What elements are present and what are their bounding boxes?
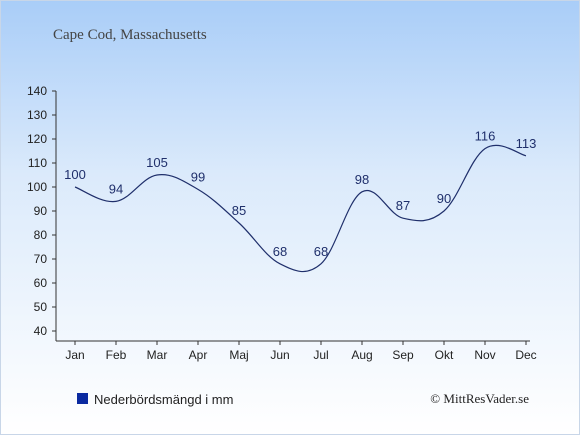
x-tick-label: Dec bbox=[515, 348, 536, 362]
data-label: 90 bbox=[437, 191, 451, 206]
legend-label: Nederbördsmängd i mm bbox=[94, 392, 233, 407]
data-label: 113 bbox=[516, 136, 537, 151]
y-tick-label: 140 bbox=[27, 84, 47, 98]
y-tick-label: 50 bbox=[34, 300, 48, 314]
x-axis: Jan Feb Mar Apr Maj Jun Jul Aug Sep Okt Nov Dec bbox=[56, 340, 537, 362]
x-tick-label: Maj bbox=[229, 348, 248, 362]
y-tick-label: 70 bbox=[34, 252, 48, 266]
x-tick-label: Feb bbox=[106, 348, 127, 362]
x-tick-label: Jul bbox=[313, 348, 328, 362]
y-tick-label: 100 bbox=[27, 180, 47, 194]
x-tick-label: Okt bbox=[435, 348, 454, 362]
series-line bbox=[74, 144, 527, 273]
data-label: 68 bbox=[273, 244, 287, 259]
y-tick-label: 40 bbox=[34, 324, 48, 338]
y-tick-label: 90 bbox=[34, 204, 48, 218]
x-tick-label: Nov bbox=[474, 348, 495, 362]
y-axis: 40 50 60 70 80 90 100 110 120 130 140 bbox=[27, 84, 57, 341]
x-tick-label: Jun bbox=[270, 348, 289, 362]
credit-text: © MittResVader.se bbox=[430, 391, 529, 406]
y-tick-label: 60 bbox=[34, 276, 48, 290]
data-label: 98 bbox=[355, 172, 369, 187]
y-tick-label: 80 bbox=[34, 228, 48, 242]
x-tick-label: Mar bbox=[147, 348, 168, 362]
data-label: 100 bbox=[64, 167, 86, 182]
data-label: 87 bbox=[396, 198, 410, 213]
x-tick-label: Jan bbox=[65, 348, 84, 362]
y-tick-label: 130 bbox=[27, 108, 47, 122]
data-label: 85 bbox=[232, 203, 246, 218]
legend-marker bbox=[77, 393, 88, 404]
data-label: 99 bbox=[191, 169, 205, 184]
x-tick-label: Aug bbox=[351, 348, 372, 362]
data-label: 105 bbox=[146, 155, 168, 170]
data-label: 116 bbox=[475, 129, 496, 144]
data-label: 94 bbox=[109, 181, 123, 196]
data-label: 68 bbox=[314, 244, 328, 259]
x-tick-label: Apr bbox=[189, 348, 208, 362]
y-tick-label: 110 bbox=[28, 156, 47, 170]
y-tick-label: 120 bbox=[27, 132, 47, 146]
data-labels: 100 94 105 99 85 68 68 98 87 90 116 113 bbox=[64, 129, 536, 259]
x-tick-label: Sep bbox=[392, 348, 414, 362]
chart-title: Cape Cod, Massachusetts bbox=[53, 27, 207, 43]
